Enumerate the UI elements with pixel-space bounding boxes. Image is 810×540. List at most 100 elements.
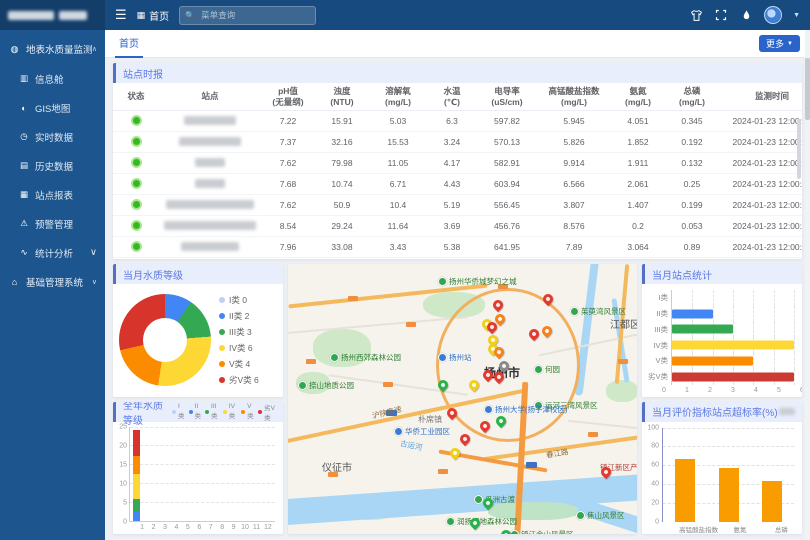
station-report-card: 站点时报 状态站点pH值(无量纲)浊度(NTU)溶解氧(mg/L)水温(℃)电导… [113, 63, 802, 259]
col-header: 高锰酸盐指数(mg/L) [537, 83, 611, 111]
col-header: 总磷(mg/L) [665, 83, 719, 111]
table-cell: 11.64 [369, 216, 427, 237]
bar-category-label: IV类 [646, 340, 671, 351]
legend-label: I类 0 [229, 294, 247, 306]
table-row: 7.9633.083.435.38641.957.893.0640.892024… [113, 237, 802, 258]
table-cell: 15.91 [315, 111, 369, 132]
map-label: 扬州西郊森林公园 [330, 352, 401, 363]
table-row: 7.6250.910.45.19556.453.8071.4070.199202… [113, 195, 802, 216]
sidebar-item-icon: ▤ [18, 160, 30, 171]
page-scrollbar[interactable] [805, 30, 810, 540]
status-ok-dot [131, 157, 142, 168]
col-header: 电导率(uS/cm) [477, 83, 537, 111]
legend-label: 劣V类 6 [229, 374, 259, 386]
map-pin-yellow[interactable] [448, 446, 462, 460]
bar [672, 356, 753, 365]
sidebar-item-历史数据[interactable]: ▤ 历史数据 [0, 151, 105, 180]
annual-quality-card: 全年水质等级 I类II类III类IV类V类劣V类 0510152025 1234… [113, 402, 283, 535]
table-cell: 1.852 [611, 132, 665, 153]
bar [719, 468, 739, 522]
theme-shirt-icon[interactable] [689, 8, 703, 22]
sidebar-item-信息舱[interactable]: ▥信息舱 [0, 64, 105, 93]
sidebar-item-站点报表[interactable]: ▦站点报表 [0, 180, 105, 209]
station-table: 状态站点pH值(无量纲)浊度(NTU)溶解氧(mg/L)水温(℃)电导率(uS/… [113, 83, 802, 258]
station-name-cell [159, 111, 261, 132]
more-label: 更多 [766, 37, 784, 50]
table-cell: 6.71 [369, 174, 427, 195]
station-name-cell [159, 174, 261, 195]
road-badge [438, 469, 448, 474]
table-row: 8.5429.2411.643.69456.768.5760.20.053202… [113, 216, 802, 237]
station-name-cell [159, 153, 261, 174]
chevron-up-icon: ∧ [92, 45, 97, 53]
sidebar-item-label: 历史数据 [35, 159, 97, 173]
map-label: 何园 [534, 364, 560, 375]
table-scrollbar[interactable] [797, 119, 801, 179]
col-header: 站点 [159, 83, 261, 111]
table-cell: 2024-01-23 12:00:00 [719, 153, 802, 174]
sidebar-group-0[interactable]: ◍地表水质量监测系统∧ [0, 34, 105, 64]
sidebar-item-icon: ▥ [18, 73, 30, 84]
bar [672, 309, 713, 318]
bar [762, 481, 782, 522]
blue-poi-icon [484, 405, 493, 414]
sidebar-item-预警管理[interactable]: ⚠预警管理 [0, 209, 105, 238]
card-title-annual-quality: 全年水质等级 I类II类III类IV类V类劣V类 [113, 402, 283, 422]
road-badge [618, 359, 628, 364]
sidebar-item-统计分析[interactable]: ∿统计分析∨ [0, 238, 105, 267]
sidebar-group-icon: ⌂ [8, 277, 21, 287]
col-header: 氨氮(mg/L) [611, 83, 665, 111]
table-cell: 3.064 [611, 237, 665, 258]
stacked-x-axis: 123456789101112 [127, 524, 283, 534]
col-header: 溶解氧(mg/L) [369, 83, 427, 111]
home-nav[interactable]: ▦ 首页 [137, 8, 170, 23]
legend-item: III类 [205, 403, 219, 420]
status-ok-dot [131, 199, 142, 210]
fullscreen-icon[interactable] [714, 8, 728, 22]
annual-stacked-bar-chart [129, 427, 275, 523]
station-name-redacted [179, 137, 241, 146]
legend-item: III类 3 [219, 326, 259, 338]
map-pin-red[interactable] [458, 432, 472, 446]
tab-home[interactable]: 首页 [115, 30, 143, 58]
search-input[interactable] [199, 9, 310, 21]
sidebar-item-GIS地图[interactable]: ◐GIS地图 [0, 93, 105, 122]
user-menu-chevron-icon[interactable]: ▼ [793, 12, 800, 19]
more-button[interactable]: 更多 ▼ [759, 35, 800, 52]
sidebar-item-label: GIS地图 [35, 101, 97, 115]
sidebar-group-label: 基础管理系统 [26, 275, 92, 289]
green-poi-icon [446, 517, 455, 526]
station-name-redacted [195, 158, 225, 167]
station-name-cell [159, 195, 261, 216]
sidebar-item-icon: ∿ [18, 247, 30, 258]
legend-dot [219, 345, 225, 351]
table-cell: 5.826 [537, 132, 611, 153]
flame-icon[interactable] [739, 8, 753, 22]
legend-dot [219, 329, 225, 335]
sidebar-item-实时数据[interactable]: ◷实时数据 [0, 122, 105, 151]
station-name-cell [159, 216, 261, 237]
legend-item: II类 2 [219, 310, 259, 322]
sidebar-group-1[interactable]: ⌂基础管理系统∨ [0, 267, 105, 297]
table-cell: 4.051 [611, 111, 665, 132]
legend-dot [219, 377, 225, 383]
status-cell [113, 216, 159, 237]
hamburger-menu-icon[interactable]: ☰ [115, 7, 127, 23]
blue-poi-icon [438, 353, 447, 362]
menu-search[interactable]: 🔍 [179, 6, 316, 25]
map-label: 朴席镇 [418, 414, 442, 425]
table-cell: 7.62 [261, 153, 315, 174]
tab-bar: 首页 更多 ▼ [105, 30, 810, 58]
gis-map[interactable]: 扬州市江都区仪征市朴席镇扬州西郊森林公园捺山地质公园扬州华侨城梦幻之城茱萸湾风景… [288, 264, 637, 534]
status-ok-dot [131, 115, 142, 126]
table-cell: 0.132 [665, 153, 719, 174]
road-badge [348, 296, 358, 301]
legend-item: 劣V类 [258, 402, 276, 422]
table-cell: 3.43 [369, 237, 427, 258]
table-cell: 15.53 [369, 132, 427, 153]
bar-row: II类 [646, 306, 794, 322]
status-cell [113, 237, 159, 258]
user-avatar[interactable] [764, 6, 782, 24]
bar-category-label: II类 [646, 308, 671, 319]
sidebar-group-icon: ◍ [8, 44, 21, 55]
